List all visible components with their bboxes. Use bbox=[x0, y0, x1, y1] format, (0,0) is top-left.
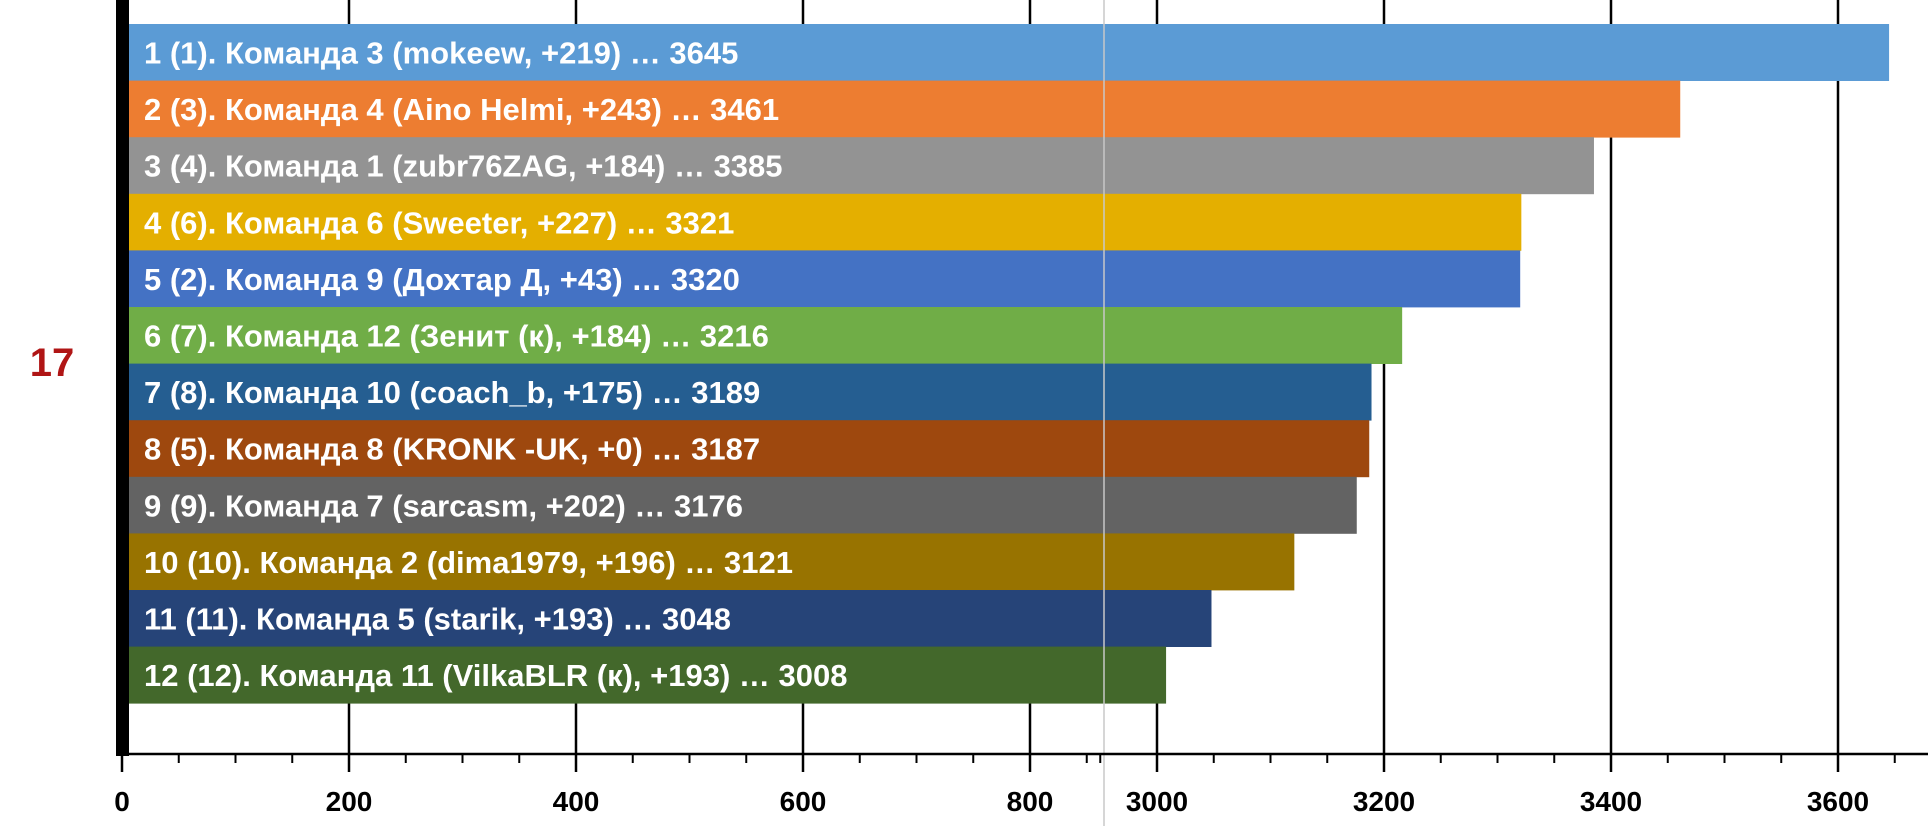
bar-label-8: 8 (5). Команда 8 (KRONK -UK, +0) … 3187 bbox=[144, 432, 760, 467]
bars: 1 (1). Команда 3 (mokeew, +219) … 3645 2 … bbox=[122, 24, 1890, 704]
x-tick-label-200: 200 bbox=[326, 786, 373, 817]
x-tick-label-3600: 3600 bbox=[1807, 786, 1869, 817]
bar-8 bbox=[122, 420, 1370, 478]
axes: 0 200 400 600 800 3000 3200 3400 3600 bbox=[114, 0, 1928, 826]
bar-label-6: 6 (7). Команда 12 (Зенит (к), +184) … 32… bbox=[144, 319, 769, 354]
y-axis bbox=[116, 0, 129, 756]
round-number-label: 17 bbox=[30, 341, 75, 385]
bar-label-1: 1 (1). Команда 3 (mokeew, +219) … 3645 bbox=[144, 36, 738, 71]
bar-label-9: 9 (9). Команда 7 (sarcasm, +202) … 3176 bbox=[144, 488, 743, 523]
bar-12 bbox=[122, 646, 1167, 704]
bar-label-12: 12 (12). Команда 11 (VilkaBLR (к), +193)… bbox=[144, 658, 848, 693]
x-tick-label-800: 800 bbox=[1007, 786, 1054, 817]
bar-10 bbox=[122, 533, 1295, 591]
bar-1 bbox=[122, 24, 1890, 81]
bar-label-7: 7 (8). Команда 10 (coach_b, +175) … 3189 bbox=[144, 375, 760, 410]
bar-label-3: 3 (4). Команда 1 (zubr76ZAG, +184) … 338… bbox=[144, 149, 783, 184]
bar-3 bbox=[122, 137, 1594, 195]
bar-9 bbox=[122, 476, 1357, 534]
bar-label-10: 10 (10). Команда 2 (dima1979, +196) … 31… bbox=[144, 545, 793, 580]
bar-6 bbox=[122, 307, 1403, 364]
bar-4 bbox=[122, 193, 1522, 251]
bar-11 bbox=[122, 590, 1212, 647]
bar-label-11: 11 (11). Команда 5 (starik, +193) … 3048 bbox=[144, 602, 731, 637]
bar-label-2: 2 (3). Команда 4 (Aino Helmi, +243) … 34… bbox=[144, 92, 779, 127]
bar-7 bbox=[122, 363, 1372, 421]
x-tick-label-600: 600 bbox=[780, 786, 827, 817]
bar-label-4: 4 (6). Команда 6 (Sweeter, +227) … 3321 bbox=[144, 205, 734, 240]
x-tick-label-3000: 3000 bbox=[1126, 786, 1188, 817]
x-tick-label-3200: 3200 bbox=[1353, 786, 1415, 817]
x-tick-label-3400: 3400 bbox=[1580, 786, 1642, 817]
bar-label-5: 5 (2). Команда 9 (Дохтар Д, +43) … 3320 bbox=[144, 262, 740, 297]
x-tick-label-400: 400 bbox=[553, 786, 600, 817]
x-tick-label-0: 0 bbox=[114, 786, 130, 817]
bar-5 bbox=[122, 250, 1521, 308]
bar-2 bbox=[122, 80, 1681, 138]
